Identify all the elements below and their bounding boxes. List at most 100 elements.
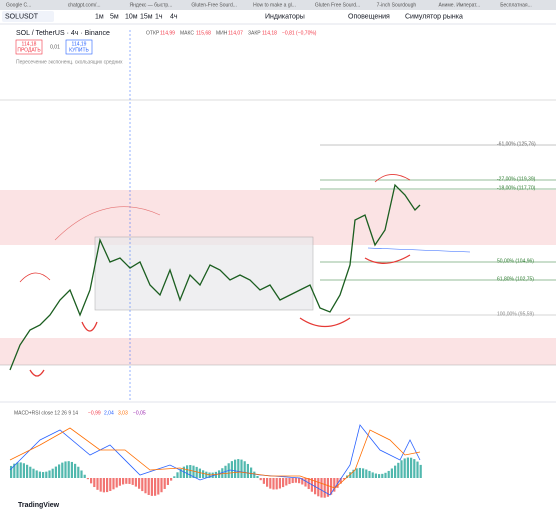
buy-button[interactable]	[65, 39, 93, 55]
histogram-bar	[317, 478, 320, 497]
tab[interactable]: Бесплатная...	[500, 2, 532, 8]
symbol-box[interactable]	[2, 11, 54, 22]
histogram-bar	[144, 478, 147, 494]
symbol[interactable]: SOLUSDT	[5, 13, 39, 20]
histogram-bar	[336, 478, 339, 488]
histogram-bar	[285, 478, 288, 486]
histogram-bar	[282, 478, 285, 488]
histogram-bar	[122, 478, 125, 485]
histogram-bar	[259, 478, 262, 481]
histogram-bar	[230, 461, 233, 478]
histogram-bar	[10, 465, 13, 478]
tab[interactable]: How to make a gl...	[253, 2, 296, 8]
histogram-bar	[205, 471, 208, 478]
histogram-bar	[125, 478, 128, 484]
histogram-bar	[160, 478, 163, 493]
histogram-bar	[371, 472, 374, 478]
trend-line	[367, 247, 471, 253]
alerts-button[interactable]: Оповещения	[348, 13, 390, 20]
tab-bar	[0, 0, 556, 10]
histogram-bar	[333, 478, 336, 492]
histogram-bar	[288, 478, 291, 485]
tab[interactable]: 7-inch Sourdough	[377, 2, 417, 8]
range-box	[94, 236, 314, 311]
histogram-bar	[394, 465, 397, 478]
histogram-bar	[384, 472, 387, 478]
histogram-bar	[323, 478, 326, 498]
tab[interactable]: Аниме. Императ...	[438, 2, 480, 8]
histogram-bar	[307, 478, 310, 490]
buy-label[interactable]: КУПИТЬ	[69, 47, 89, 53]
histogram-bar	[186, 465, 189, 478]
histogram-bar	[192, 465, 195, 478]
histogram-bar	[48, 470, 51, 478]
histogram-bar	[54, 466, 57, 478]
histogram-bar	[410, 457, 413, 478]
ohlc-value: 114,99	[160, 30, 175, 36]
sell-price[interactable]: 114,18	[22, 41, 37, 47]
macd-label: MACD+RSI close 12 26 9 14	[14, 410, 78, 416]
histogram-bar	[406, 457, 409, 478]
histogram-bar	[67, 461, 70, 478]
tab[interactable]: Яндекс — быстр...	[130, 2, 173, 8]
macd-histogram	[10, 457, 422, 498]
fib-label: 61,80% (102,75)	[497, 276, 534, 282]
histogram-bar	[179, 469, 182, 478]
ohlc-label: МИН	[216, 30, 228, 36]
histogram-bar	[374, 473, 377, 478]
histogram-bar	[275, 478, 278, 490]
histogram-bar	[29, 466, 32, 478]
indicator-label: Пересечение экспоненц. скользящих средни…	[16, 59, 123, 65]
indicators-button[interactable]: Индикаторы	[265, 13, 305, 20]
simulator-button[interactable]: Симулятор рынка	[405, 13, 463, 20]
histogram-bar	[112, 478, 115, 490]
histogram-bar	[173, 476, 176, 478]
sell-label[interactable]: ПРОДАТЬ	[17, 47, 41, 53]
ohlc-value: 114,18	[262, 30, 277, 36]
interval[interactable]: 15м	[140, 13, 153, 20]
histogram-bar	[234, 459, 237, 478]
histogram-bar	[90, 478, 93, 484]
histogram-bar	[131, 478, 134, 485]
arc	[364, 254, 411, 264]
histogram-bar	[298, 478, 301, 484]
fib-label: -61,00% (125,76)	[497, 141, 536, 147]
sell-button[interactable]	[15, 39, 43, 55]
histogram-bar	[246, 463, 249, 478]
histogram-bar	[189, 465, 192, 478]
signal-line	[9, 427, 421, 489]
interval[interactable]: 4ч	[170, 13, 178, 20]
buy-price[interactable]: 114,19	[72, 41, 87, 47]
histogram-bar	[134, 478, 137, 487]
histogram-bar	[42, 472, 45, 478]
fib-zone	[0, 190, 556, 245]
histogram-bar	[278, 478, 281, 489]
histogram-bar	[102, 478, 105, 493]
histogram-bar	[304, 478, 307, 487]
histogram-bar	[150, 478, 153, 496]
histogram-bar	[93, 478, 96, 488]
histogram-bar	[115, 478, 118, 488]
interval[interactable]: 1ч	[155, 13, 163, 20]
tab[interactable]: Gluten Free Sourd...	[315, 2, 360, 8]
histogram-bar	[109, 478, 112, 491]
histogram-bar	[163, 478, 166, 489]
tab[interactable]: Gluten-Free Sourd...	[191, 2, 237, 8]
fib-label: 100,00% (95,59)	[497, 311, 534, 317]
interval[interactable]: 10м	[125, 13, 138, 20]
interval[interactable]: 5м	[110, 13, 119, 20]
histogram-bar	[390, 468, 393, 478]
arc	[299, 317, 351, 328]
chart-title: SOL / TetherUS · 4ч · Binance	[16, 30, 110, 37]
tab[interactable]: Google C...	[6, 2, 31, 8]
tab[interactable]: chatgpt.com/...	[68, 2, 101, 8]
histogram-bar	[365, 469, 368, 478]
fib-label: -18,00% (117,70)	[497, 185, 536, 191]
histogram-bar	[38, 471, 41, 478]
histogram-bar	[368, 470, 371, 478]
histogram-bar	[378, 474, 381, 478]
price-path	[9, 183, 421, 371]
histogram-bar	[381, 473, 384, 478]
interval[interactable]: 1м	[95, 13, 104, 20]
